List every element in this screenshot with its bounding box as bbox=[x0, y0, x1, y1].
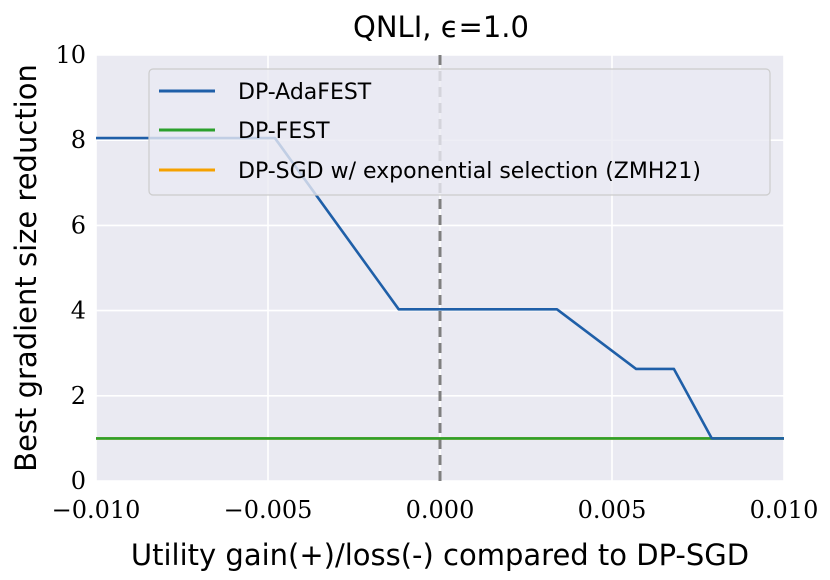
x-tick-label-0: −0.010 bbox=[52, 496, 141, 524]
x-tick-labels: −0.010 −0.005 0.000 0.005 0.010 bbox=[52, 496, 819, 524]
y-tick-label-0: 0 bbox=[71, 467, 86, 495]
y-tick-label-1: 2 bbox=[71, 382, 86, 410]
x-tick-label-3: 0.005 bbox=[578, 496, 647, 524]
legend-box bbox=[148, 68, 771, 196]
y-tick-label-4: 8 bbox=[71, 126, 86, 154]
y-axis-label: Best gradient size reduction bbox=[9, 64, 43, 472]
x-tick-label-1: −0.005 bbox=[224, 496, 313, 524]
x-axis-label: Utility gain(+)/loss(-) compared to DP-S… bbox=[131, 538, 749, 572]
chart-title: QNLI, ϵ=1.0 bbox=[353, 10, 529, 44]
x-tick-label-4: 0.010 bbox=[750, 496, 819, 524]
legend-label-dp-fest: DP-FEST bbox=[238, 119, 330, 144]
legend-label-dp-adafest: DP-AdaFEST bbox=[238, 80, 372, 105]
legend: DP-AdaFEST DP-FEST DP-SGD w/ exponential… bbox=[148, 68, 771, 196]
x-tick-label-2: 0.000 bbox=[406, 496, 475, 524]
legend-label-dp-sgd-exp: DP-SGD w/ exponential selection (ZMH21) bbox=[238, 159, 701, 184]
y-tick-label-3: 6 bbox=[71, 211, 86, 239]
y-tick-label-2: 4 bbox=[71, 297, 86, 325]
y-tick-label-5: 10 bbox=[55, 41, 86, 69]
y-tick-labels: 0 2 4 6 8 10 bbox=[55, 41, 86, 495]
